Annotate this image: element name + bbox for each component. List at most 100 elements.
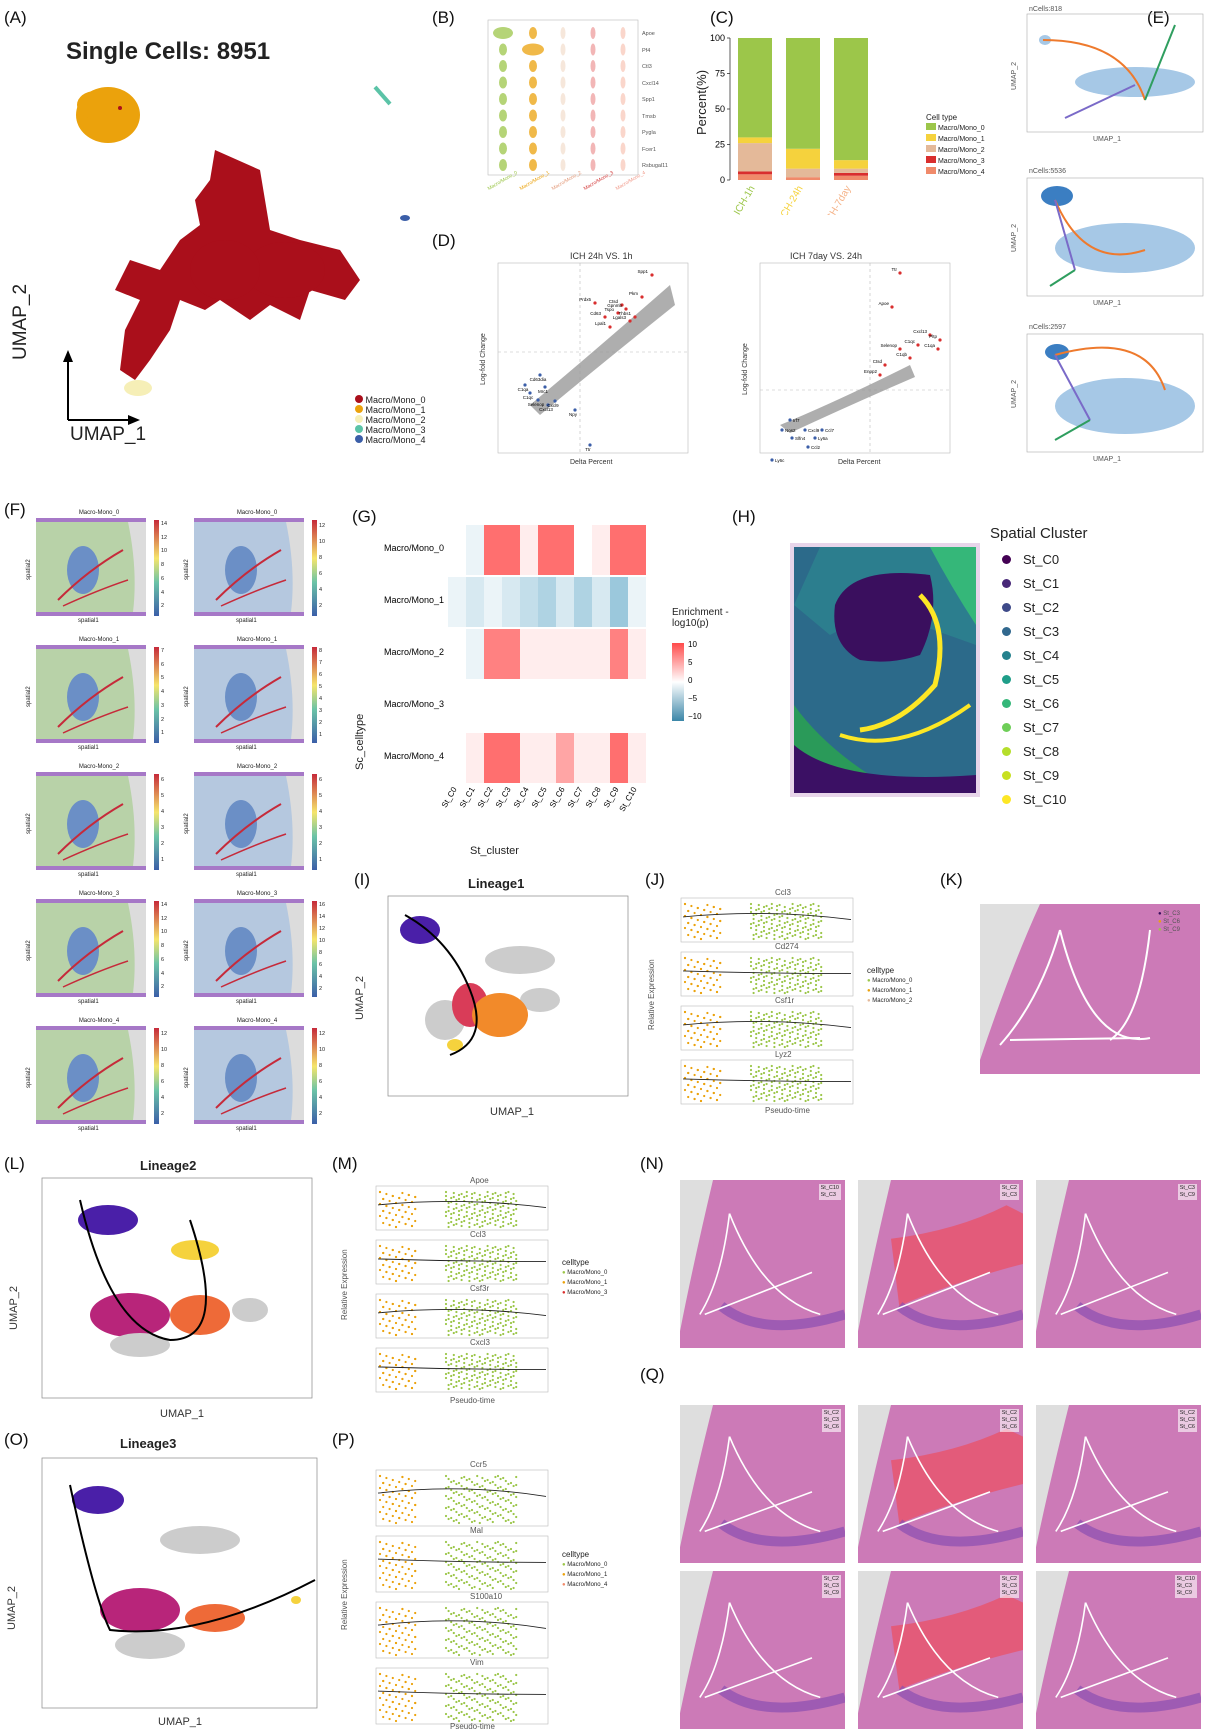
spatial-legend-item: St_C6 <box>990 692 1088 716</box>
gene-label: Ctsd <box>609 299 619 304</box>
scale-tick: 2 <box>319 603 323 609</box>
legend-item: Macro/Mono_2 <box>355 415 426 425</box>
tile-legend-item: St_C2 <box>1179 1410 1195 1416</box>
tile-legend-item: St_C3 <box>823 1417 839 1423</box>
x-tick-label: ICH-7day <box>823 184 854 215</box>
x-tick-label: ICH-1h <box>732 184 757 215</box>
gene-label: Irf7 <box>793 418 800 423</box>
tile-legend-item: St_C3 <box>1179 1417 1195 1423</box>
gene-label: Mrc1 <box>538 389 548 394</box>
heatmap-cell <box>628 681 646 731</box>
heatmap-cell <box>574 577 592 627</box>
spatial-legend-item: St_C7 <box>990 716 1088 740</box>
gene-label: Csf3r <box>470 1284 490 1293</box>
trajectory-ylabel: UMAP_2 <box>1011 379 1018 408</box>
gene-label: Enpp2 <box>864 369 878 374</box>
gene-label: Thbs1 <box>618 311 631 316</box>
map-title: Macro-Mono_4 <box>78 1018 120 1024</box>
map-scale: 7 6 5 4 3 2 1 <box>161 645 164 741</box>
gene-label: Ctsd <box>873 359 883 364</box>
spatial-trajectory-tile: St_C2 St_C3 St_C6 <box>1036 1405 1201 1563</box>
scale-tick: 4 <box>161 1095 165 1101</box>
spatial-expression-map: Macro-Mono_1 spatial1 spatial2 8 7 6 5 4 3 2 1 <box>184 637 334 755</box>
gene-label: Mal <box>470 1526 483 1535</box>
heatmap-legend-tick: 10 <box>688 640 697 649</box>
spatial-legend-item: St_C2 <box>990 596 1088 620</box>
bar-segment <box>786 168 820 178</box>
scale-tick: 6 <box>161 661 165 668</box>
heatmap-cell <box>520 525 538 575</box>
heatmap-cell <box>556 577 574 627</box>
x-tick-label: ICH-24h <box>777 184 805 215</box>
bar-segment <box>786 148 820 169</box>
panel-label-o: (O) <box>4 1430 29 1449</box>
bar-segment <box>738 137 772 144</box>
panel-label-p: (P) <box>332 1430 355 1449</box>
tile-legend: St_C2 St_C3 St_C9 <box>999 1575 1019 1598</box>
y-tick-label: 100 <box>710 33 725 43</box>
heatmap-cell <box>556 525 574 575</box>
scale-tick: 7 <box>319 660 323 666</box>
gene-label: Ttr <box>892 267 898 272</box>
pseudotime-ylabel: Relative Expression <box>340 1559 349 1630</box>
scale-tick: 12 <box>319 523 326 529</box>
scale-tick: 5 <box>319 684 323 690</box>
gene-label: Ccr5 <box>470 1460 487 1469</box>
gene-label: Lgals3 <box>613 315 627 320</box>
trajectory-title: nCells:818 <box>1029 6 1063 13</box>
gene-label: Ly6a <box>818 436 828 441</box>
map-ylabel: spatial2 <box>184 559 190 580</box>
lineage1-ylabel: UMAP_2 <box>354 975 366 1020</box>
heatmap-legend-tick: −10 <box>688 712 702 721</box>
map-xlabel: spatial1 <box>78 872 99 878</box>
heatmap-cell <box>466 733 484 783</box>
map-xlabel: spatial1 <box>236 872 257 878</box>
scale-tick: 8 <box>319 950 323 956</box>
scale-tick: 2 <box>319 986 323 992</box>
trajectory-title: nCells:5536 <box>1029 168 1066 175</box>
heatmap-cell <box>448 629 466 679</box>
heatmap-ylabel: Sc_celltype <box>354 713 366 770</box>
heatmap-cell <box>502 733 520 783</box>
scale-tick: 6 <box>161 956 165 963</box>
bar-segment <box>786 38 820 149</box>
spatial-trajectory-tile: St_C2 St_C3 St_C6 <box>680 1405 845 1563</box>
pseudotime-xlabel: Pseudo-time <box>765 1106 810 1115</box>
panel-c-legend: Cell type Macro/Mono_0 Macro/Mono_1 Macr… <box>926 113 985 176</box>
heatmap-cell <box>610 733 628 783</box>
scale-tick: 16 <box>319 902 326 908</box>
tile-legend: St_C3 St_C9 <box>1177 1184 1197 1200</box>
spatial-expression-map: Macro-Mono_3 spatial1 spatial2 16 14 12 10 8… <box>184 891 334 1009</box>
tile-legend-item: St_C10 <box>820 1185 839 1191</box>
map-scale: 6 5 4 3 2 1 <box>161 772 164 868</box>
spatial-trajectory-tile: St_C3 St_C9 <box>1036 1180 1201 1348</box>
scale-tick: 6 <box>161 777 165 783</box>
gene-label: Cd274 <box>775 942 799 951</box>
heatmap-cell <box>538 681 556 731</box>
panel-n: (N) St_C10 St_C3 St_C2 St_C3 <box>640 1150 1206 1360</box>
scale-tick: 4 <box>319 974 323 980</box>
lineage2-xlabel: UMAP_1 <box>160 1408 205 1420</box>
panel-label-i: (I) <box>354 870 371 889</box>
bar-segment <box>786 177 820 180</box>
gene-label: Cxcl3 <box>470 1338 491 1347</box>
gene-label: Csf1r <box>775 996 795 1005</box>
heatmap-cell <box>466 525 484 575</box>
scale-tick: 2 <box>161 841 165 847</box>
pseudotime-expression <box>375 1469 549 1725</box>
map-scale: 12 10 8 6 4 2 <box>319 518 325 614</box>
gene-label: Selenop <box>880 343 897 348</box>
gene-label: Vim <box>470 1658 484 1667</box>
tile-legend: St_C10 St_C3 <box>818 1184 841 1200</box>
map-title: Macro-Mono_3 <box>236 891 278 897</box>
lineage1-umap <box>387 895 629 1097</box>
pseudotime-xlabel: Pseudo-time <box>450 1396 495 1405</box>
panel-c: (C) 0 25 50 75 100 ICH-1h ICH-24h ICH-7day Perc… <box>690 0 990 215</box>
map-xlabel: spatial1 <box>78 999 99 1005</box>
tile-legend-item: St_C2 <box>823 1410 839 1416</box>
map-ylabel: spatial2 <box>26 1067 32 1088</box>
heatmap-cell <box>556 733 574 783</box>
tile-legend-item: St_C2 <box>1001 1410 1017 1416</box>
gene-label: Ccl7 <box>825 428 834 433</box>
heatmap-col-label: St_C6 <box>548 785 567 809</box>
